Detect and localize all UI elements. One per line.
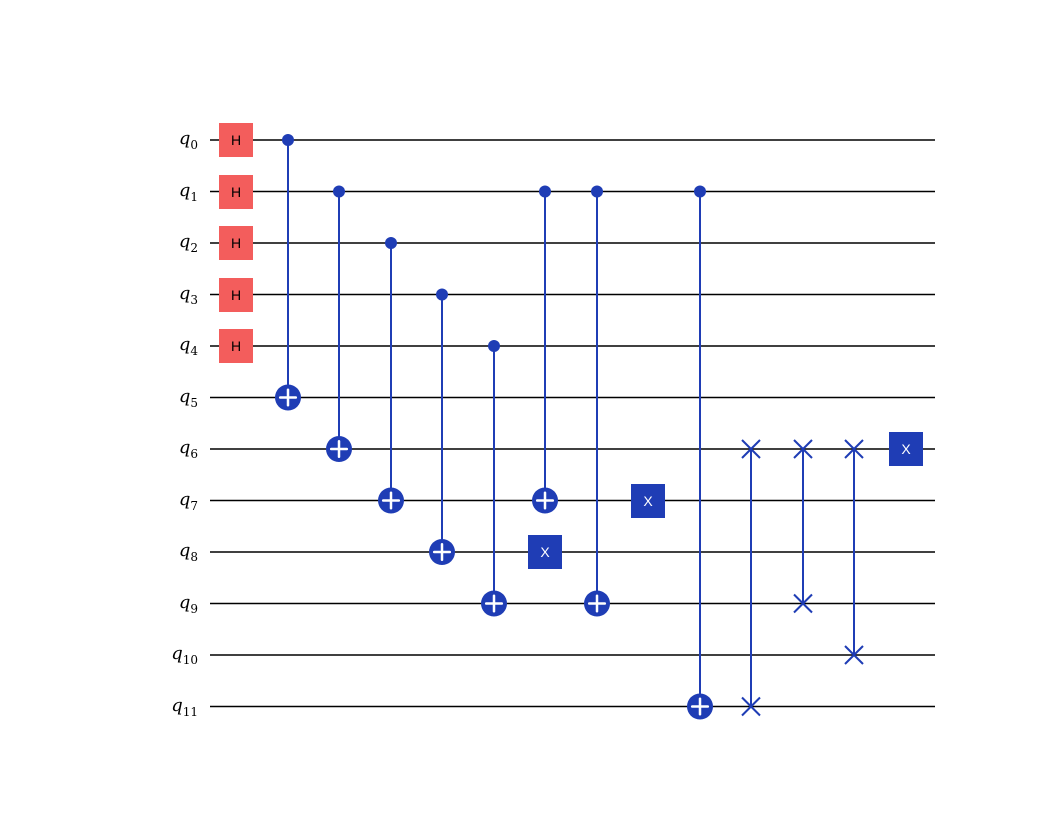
x-gate: X — [889, 432, 923, 466]
qubit-label: q7 — [179, 489, 198, 513]
x-gate: X — [528, 535, 562, 569]
qubit-label: q0 — [179, 128, 198, 152]
quantum-circuit: q0q1q2q3q4q5q6q7q8q9q10q11HHHHHXXX — [0, 0, 1047, 829]
hadamard-gate: H — [219, 226, 253, 260]
x-gate: X — [631, 484, 665, 518]
hadamard-gate: H — [219, 329, 253, 363]
qubit-label: q8 — [179, 540, 198, 564]
qubit-label: q4 — [179, 334, 198, 358]
hadamard-gate: H — [219, 278, 253, 312]
qubit-label: q1 — [179, 180, 198, 204]
hadamard-gate: H — [219, 123, 253, 157]
qubit-label: q6 — [179, 437, 198, 461]
circuit-svg — [0, 0, 1047, 829]
qubit-label: q11 — [171, 695, 198, 719]
hadamard-gate: H — [219, 175, 253, 209]
qubit-label: q3 — [179, 283, 198, 307]
qubit-label: q10 — [171, 643, 198, 667]
qubit-label: q5 — [179, 386, 198, 410]
qubit-label: q9 — [179, 592, 198, 616]
qubit-label: q2 — [179, 231, 198, 255]
